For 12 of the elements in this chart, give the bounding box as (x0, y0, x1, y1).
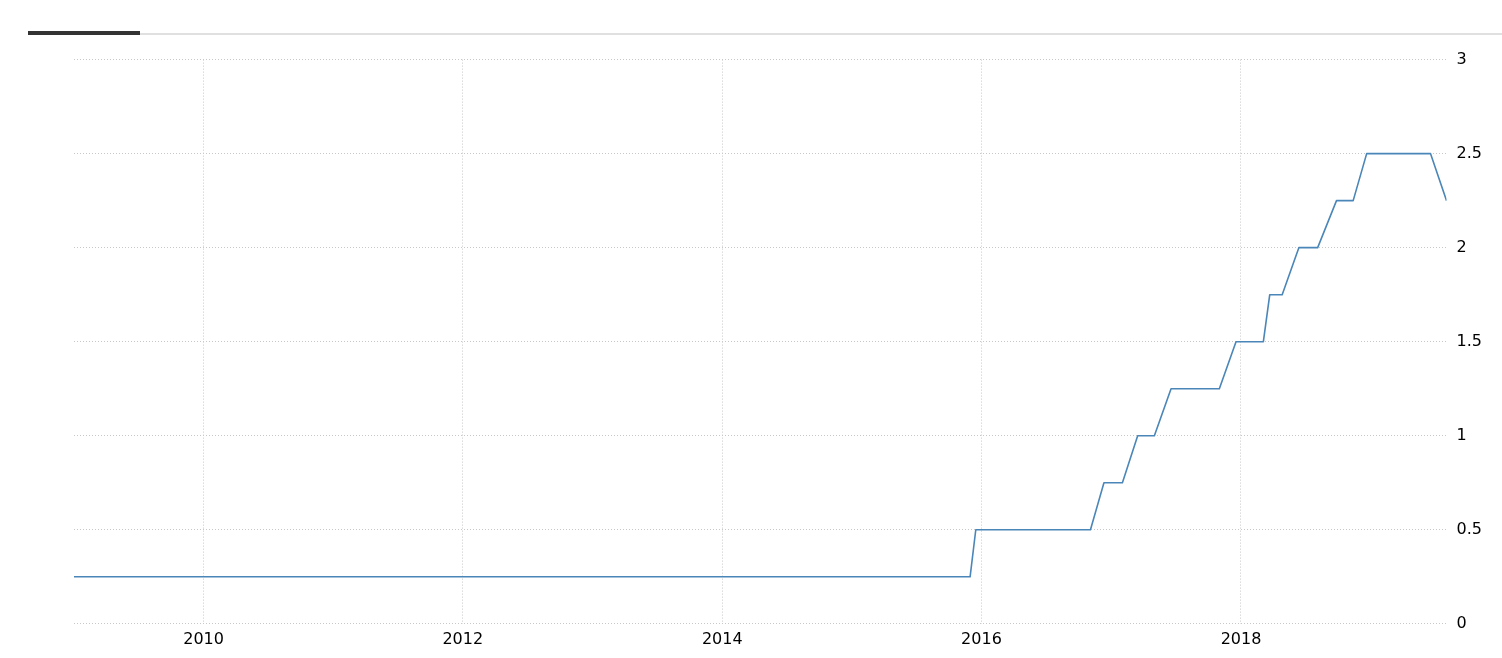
x-tick-label: 2018 (1220, 628, 1262, 648)
y-tick-label: 3 (1456, 48, 1467, 68)
x-tick-label: 2016 (961, 628, 1002, 648)
y-tick-label: 1 (1456, 424, 1467, 444)
x-tick-label: 2012 (442, 628, 484, 648)
y-tick-label: 2.5 (1456, 142, 1483, 162)
y-tick-label: 2 (1456, 236, 1467, 256)
x-tick-label: 2014 (701, 628, 743, 648)
y-tick-label: 1.5 (1456, 330, 1483, 350)
y-tick-label: 0 (1456, 612, 1467, 632)
y-tick-label: 0.5 (1456, 518, 1483, 538)
x-tick-label: 2010 (183, 628, 224, 648)
